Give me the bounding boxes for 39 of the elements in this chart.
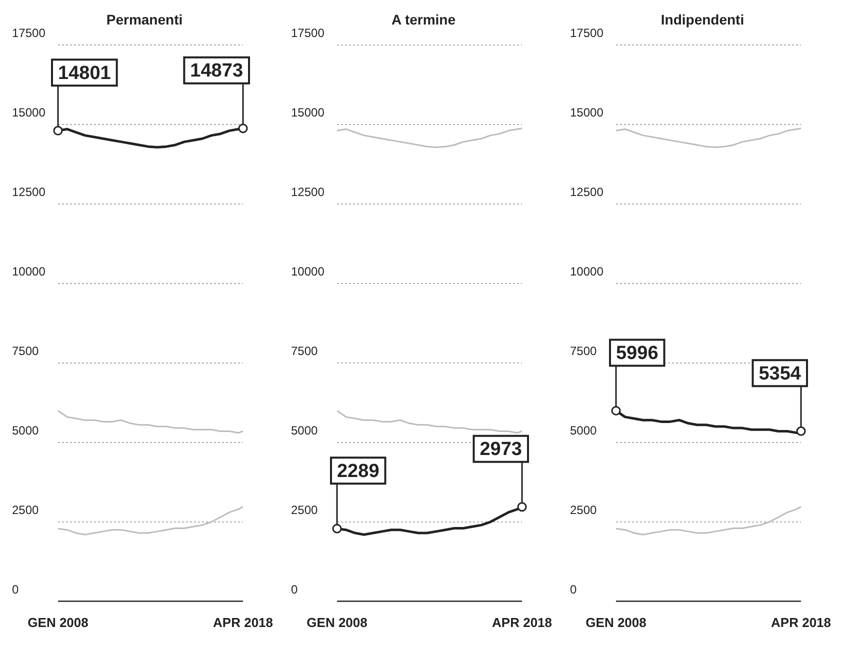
y-tick-label: 12500	[12, 185, 46, 200]
y-tick-label: 17500	[291, 26, 325, 40]
y-tick-label: 5000	[570, 424, 598, 438]
y-tick-label: 2500	[12, 503, 40, 518]
annotation: 5354	[758, 363, 802, 384]
y-tick-label: 15000	[12, 106, 46, 120]
annotation: 2289	[336, 460, 380, 482]
y-tick-label: 10000	[291, 264, 325, 279]
x-tick-label: APR 2018	[492, 614, 552, 630]
y-tick-label: 7500	[12, 344, 40, 358]
y-tick-label: 7500	[570, 344, 598, 358]
y-tick-label: 10000	[570, 264, 604, 279]
x-tick-label: APR 2018	[771, 614, 832, 630]
y-tick-label: 5000	[291, 424, 318, 438]
x-tick-label: GEN 2008	[306, 614, 368, 630]
y-tick-label: 17500	[570, 26, 604, 40]
chart-title: A termine	[391, 11, 456, 28]
y-tick-label: 10000	[12, 264, 46, 279]
y-tick-label: 7500	[291, 344, 318, 358]
y-tick-label: 15000	[291, 106, 325, 120]
x-tick-label: APR 2018	[213, 614, 274, 630]
y-tick-label: 0	[12, 582, 19, 597]
annotation: 5996	[616, 342, 658, 364]
y-tick-label: 0	[291, 582, 298, 597]
chart-title: Indipendenti	[660, 11, 744, 28]
annotation: 14801	[58, 62, 112, 84]
y-tick-label: 12500	[570, 185, 604, 200]
y-tick-label: 17500	[12, 26, 46, 40]
annotation: 2973	[480, 439, 522, 460]
y-tick-label: 15000	[570, 106, 604, 120]
y-tick-label: 2500	[570, 503, 598, 518]
x-tick-label: GEN 2008	[586, 614, 646, 630]
chart-title: Permanenti	[106, 11, 183, 28]
y-tick-label: 2500	[291, 503, 318, 518]
y-tick-label: 0	[570, 582, 577, 597]
y-tick-label: 12500	[291, 185, 325, 200]
y-tick-label: 5000	[12, 424, 40, 438]
x-tick-label: GEN 2008	[28, 614, 88, 630]
annotation: 14873	[190, 60, 244, 82]
